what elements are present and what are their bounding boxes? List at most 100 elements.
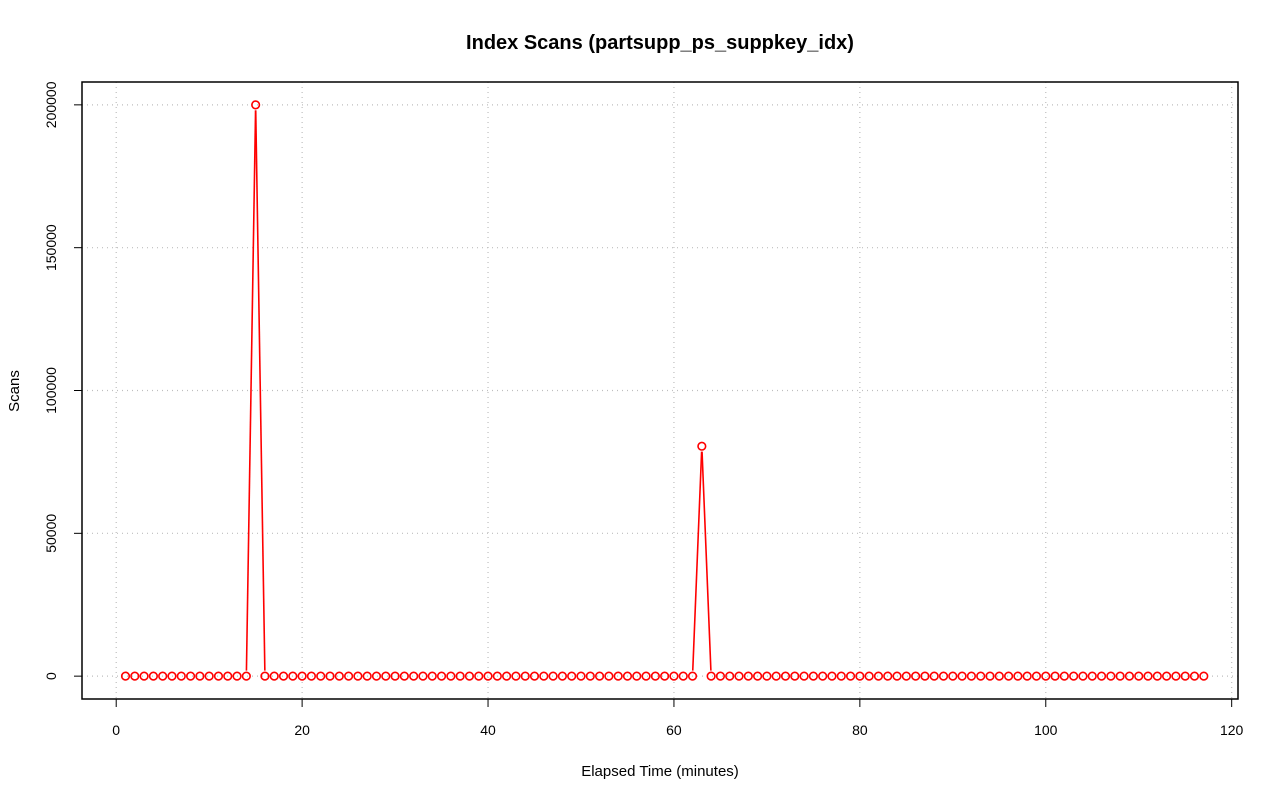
data-point: [1134, 671, 1144, 681]
data-point: [901, 671, 911, 681]
data-point: [1106, 671, 1116, 681]
data-point: [195, 671, 205, 681]
data-point: [780, 671, 791, 681]
data-point: [613, 671, 623, 681]
series-line-segment: [245, 110, 257, 671]
data-point: [325, 671, 335, 681]
data-point: [873, 671, 884, 681]
data-point: [743, 671, 753, 681]
data-point: [594, 671, 605, 681]
data-point: [1031, 671, 1042, 681]
x-tick-label: 100: [1034, 722, 1058, 738]
data-point: [864, 671, 874, 681]
plot-frame: [81, 81, 1239, 700]
data-point: [1059, 671, 1069, 681]
data-point: [446, 671, 456, 681]
data-point: [1124, 671, 1135, 681]
data-point: [418, 671, 428, 681]
data-point: [687, 671, 698, 681]
y-axis-label: Scans: [6, 370, 23, 412]
data-point: [1050, 671, 1060, 681]
data-point: [120, 671, 131, 681]
data-point: [529, 671, 540, 681]
x-tick-label: 60: [666, 722, 682, 738]
data-point: [892, 671, 902, 681]
data-point: [353, 671, 363, 681]
y-tick-label: 150000: [43, 224, 59, 271]
data-point: [966, 671, 977, 681]
data-point: [632, 671, 642, 681]
x-tick-label: 40: [480, 722, 496, 738]
x-axis-label: Elapsed Time (minutes): [581, 763, 739, 780]
data-point: [167, 671, 177, 681]
y-tick-label: 0: [43, 672, 59, 680]
data-point: [929, 671, 939, 681]
data-point: [567, 671, 577, 681]
y-tick-label: 50000: [43, 514, 59, 553]
data-point: [1180, 671, 1190, 681]
data-point: [362, 671, 372, 681]
data-point: [288, 671, 298, 681]
data-point: [734, 671, 744, 681]
data-point: [1078, 671, 1088, 681]
data-point: [483, 671, 493, 681]
x-tick-label: 20: [294, 722, 310, 738]
data-point: [1115, 671, 1125, 681]
y-tick-label: 200000: [43, 81, 59, 128]
data-point: [232, 671, 242, 681]
data-point: [492, 671, 502, 681]
data-point: [436, 671, 447, 681]
data-point: [604, 671, 614, 681]
data-point: [399, 671, 409, 681]
grid-lines: [82, 82, 1238, 699]
data-series: [120, 100, 1209, 681]
data-point: [1069, 671, 1079, 681]
data-point: [213, 671, 224, 681]
data-point: [260, 671, 270, 681]
data-point: [334, 671, 344, 681]
data-point: [678, 671, 688, 681]
data-point: [1096, 671, 1107, 681]
data-point: [706, 671, 716, 681]
data-point: [799, 671, 809, 681]
data-point: [148, 671, 158, 681]
data-point: [130, 671, 140, 681]
x-axis: 0 20 40 60 80 100 120: [112, 698, 1244, 738]
y-tick-label: 100000: [43, 367, 59, 414]
data-point: [269, 671, 279, 681]
data-point: [576, 671, 586, 681]
data-point: [455, 671, 465, 681]
x-tick-label: 80: [852, 722, 868, 738]
data-point: [622, 671, 633, 681]
data-point: [185, 671, 196, 681]
data-point: [1041, 671, 1051, 681]
data-point: [520, 671, 530, 681]
data-point: [427, 671, 437, 681]
data-point: [985, 671, 995, 681]
data-point: [278, 671, 289, 681]
data-point: [920, 671, 930, 681]
data-point: [381, 671, 391, 681]
data-point: [1022, 671, 1032, 681]
data-point: [1171, 671, 1181, 681]
data-point: [158, 671, 168, 681]
data-point: [827, 671, 837, 681]
series-line-segment: [691, 451, 703, 671]
data-point: [1003, 671, 1014, 681]
data-point: [1199, 671, 1209, 681]
data-point: [316, 671, 326, 681]
data-point: [176, 671, 186, 681]
series-line-segment: [254, 110, 266, 671]
data-point: [585, 671, 595, 681]
x-tick-label: 0: [112, 722, 120, 738]
data-point: [343, 671, 354, 681]
data-point: [1152, 671, 1162, 681]
chart-title: Index Scans (partsupp_ps_suppkey_idx): [466, 32, 854, 54]
data-point: [502, 671, 512, 681]
data-point: [753, 671, 763, 681]
data-point: [409, 671, 419, 681]
data-point: [818, 671, 828, 681]
data-point: [762, 671, 772, 681]
data-point: [725, 671, 735, 681]
data-point: [948, 671, 958, 681]
